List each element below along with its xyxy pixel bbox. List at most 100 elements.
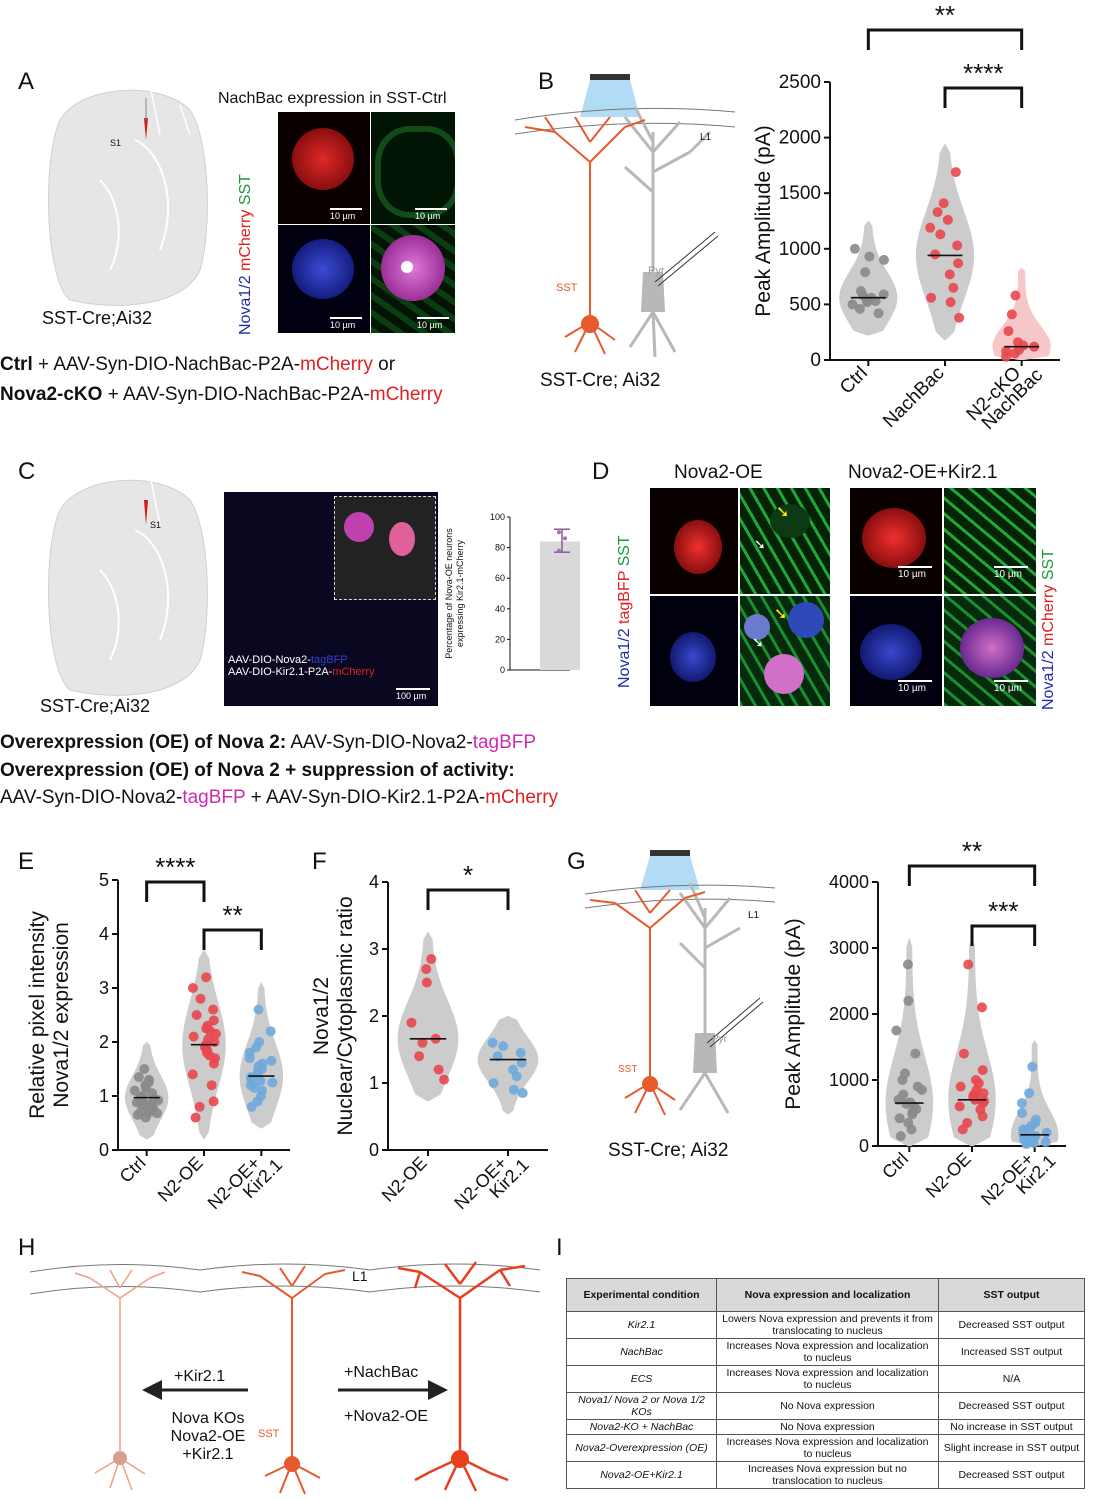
data-point	[498, 1041, 509, 1052]
y-tick-label: 3000	[829, 938, 869, 958]
data-point	[1016, 1098, 1027, 1109]
cd-text-line-1: Overexpression (OE) of Nova 2: AAV-Syn-D…	[0, 732, 537, 753]
data-point	[954, 1101, 965, 1112]
violin-body	[477, 1016, 539, 1115]
y-tick-label: 2	[99, 1032, 109, 1052]
micrograph-nova-d	[650, 596, 738, 706]
table-cell: Increased SST output	[938, 1338, 1085, 1366]
recording-schematic-g	[584, 850, 776, 1116]
significance-bracket	[202, 928, 263, 950]
data-point	[188, 1031, 199, 1042]
table-cell: Increases Nova expression and localizati…	[716, 1338, 939, 1366]
data-point	[133, 1072, 144, 1083]
data-point	[958, 1048, 969, 1059]
panel-letter-b: B	[538, 68, 555, 95]
micrograph-mcherry-a: 10 µm	[278, 112, 370, 224]
y-tick-label: 2500	[779, 72, 821, 93]
data-point	[926, 292, 937, 303]
data-point	[255, 1075, 266, 1086]
panel-a-condition-1: Ctrl + AAV-Syn-DIO-NachBac-P2A-mCherry o…	[0, 354, 396, 375]
micrograph-nova-a: 10 µm	[278, 225, 370, 333]
data-point	[1003, 326, 1014, 337]
significance-bracket	[943, 86, 1024, 108]
cd-text-line-3: AAV-Syn-DIO-Nova2-tagBFP + AAV-Syn-DIO-K…	[0, 787, 559, 808]
y-tick-label: 0	[859, 1136, 869, 1156]
y-tick-label: 1000	[829, 1070, 869, 1090]
led-icon	[650, 850, 690, 856]
yellow-arrow-icon: ➘	[776, 504, 790, 521]
left-condition-list: Nova KOs Nova2-OE +Kir2.1	[170, 1410, 246, 1463]
data-point	[251, 1042, 262, 1053]
data-point	[897, 1075, 908, 1085]
data-point	[190, 1112, 201, 1123]
table-cell: Decreased SST output	[938, 1392, 1085, 1420]
data-point	[847, 299, 858, 310]
data-point	[508, 1084, 519, 1095]
table-cell: Increases Nova expression and localizati…	[716, 1434, 939, 1462]
y-axis-label: Peak Amplitude (pA)	[752, 125, 775, 316]
significance-bracket	[145, 880, 206, 902]
panel-letter-c: C	[18, 458, 36, 485]
micrograph-mcherry-d: 10 µm	[850, 488, 942, 594]
y-axis-label: Nova1/2 expression	[50, 922, 73, 1108]
y-tick-label: 3	[369, 939, 379, 959]
table-cell: NachBac	[566, 1338, 717, 1366]
data-point	[1017, 1108, 1028, 1118]
data-point	[907, 1109, 918, 1120]
y-tick-label: 0	[810, 350, 821, 371]
y-tick-label: 0	[369, 1140, 379, 1160]
data-point	[187, 1069, 198, 1080]
data-point	[210, 1028, 221, 1039]
data-point	[433, 1064, 444, 1075]
pyr-label-b: Pyr	[648, 265, 665, 277]
y-tick-label: 2000	[779, 128, 821, 149]
micrograph-nova-d2: 10 µm	[850, 596, 942, 706]
y-tick-label: 500	[789, 294, 821, 315]
data-point	[488, 1078, 499, 1088]
region-label-c: S1	[150, 520, 162, 530]
data-point	[421, 977, 432, 988]
table-cell: No increase in SST output	[938, 1419, 1085, 1435]
data-point	[870, 296, 881, 307]
chart-b: 0 500 1000 1500 2000 2500 Peak Amplitude (pA) C…	[752, 0, 1060, 434]
left-arrow-label: +Kir2.1	[174, 1368, 226, 1385]
data-point	[948, 282, 959, 293]
data-point	[201, 972, 212, 983]
data-point	[208, 1058, 219, 1069]
recording-schematic-b	[515, 74, 735, 358]
panel-d-right-channel-label: Nova1/2 mCherry SST	[1040, 549, 1057, 710]
data-point	[891, 1025, 902, 1036]
y-tick-label: 80	[495, 543, 505, 553]
data-point	[945, 297, 956, 308]
data-point	[267, 1077, 278, 1088]
y-axis-label: expressing Kir2.1-mCherry	[455, 539, 465, 647]
data-point	[1006, 309, 1017, 320]
data-point	[152, 1108, 163, 1119]
chart-g: 0 1000 2000 3000 4000 Peak Amplitude (pA) Ctrl…	[782, 836, 1066, 1209]
table-row: NachBac Increases Nova expression and loc…	[566, 1338, 1085, 1366]
brain-section-a	[48, 84, 208, 306]
data-point	[557, 530, 561, 535]
table-row: Nova1/ Nova 2 or Nova 1/2 KOs No Nova exp…	[566, 1392, 1085, 1420]
data-point	[957, 1124, 968, 1135]
panel-d-title-1: Nova2-OE	[674, 462, 763, 483]
pyr-label-g: Pyr	[712, 1034, 727, 1045]
significance-bracket	[866, 28, 1024, 50]
y-tick-label: 3	[99, 978, 109, 998]
x-tick-label: N2-OE	[154, 1153, 207, 1206]
panel-letter-e: E	[18, 848, 35, 875]
table-row: Kir2.1 Lowers Nova expression and prevent…	[566, 1311, 1085, 1339]
data-point	[1024, 1088, 1035, 1099]
significance-label: ****	[963, 58, 1003, 88]
cd-text-line-2: Overexpression (OE) of Nova 2 + suppress…	[0, 760, 515, 781]
y-tick-label: 4	[369, 872, 379, 892]
panel-a-condition-2: Nova2-cKO + AAV-Syn-DIO-NachBac-P2A-mChe…	[0, 384, 443, 405]
data-point	[515, 1047, 526, 1058]
table-cell: Lowers Nova expression and prevents it f…	[716, 1311, 939, 1339]
mouse-label-b: SST-Cre; Ai32	[540, 370, 661, 391]
y-tick-label: 100	[490, 512, 505, 522]
data-point	[414, 1051, 425, 1062]
mouse-label-g: SST-Cre; Ai32	[608, 1140, 729, 1161]
table-cell: Nova2-KO + NachBac	[566, 1419, 717, 1435]
y-tick-label: 40	[495, 604, 505, 614]
